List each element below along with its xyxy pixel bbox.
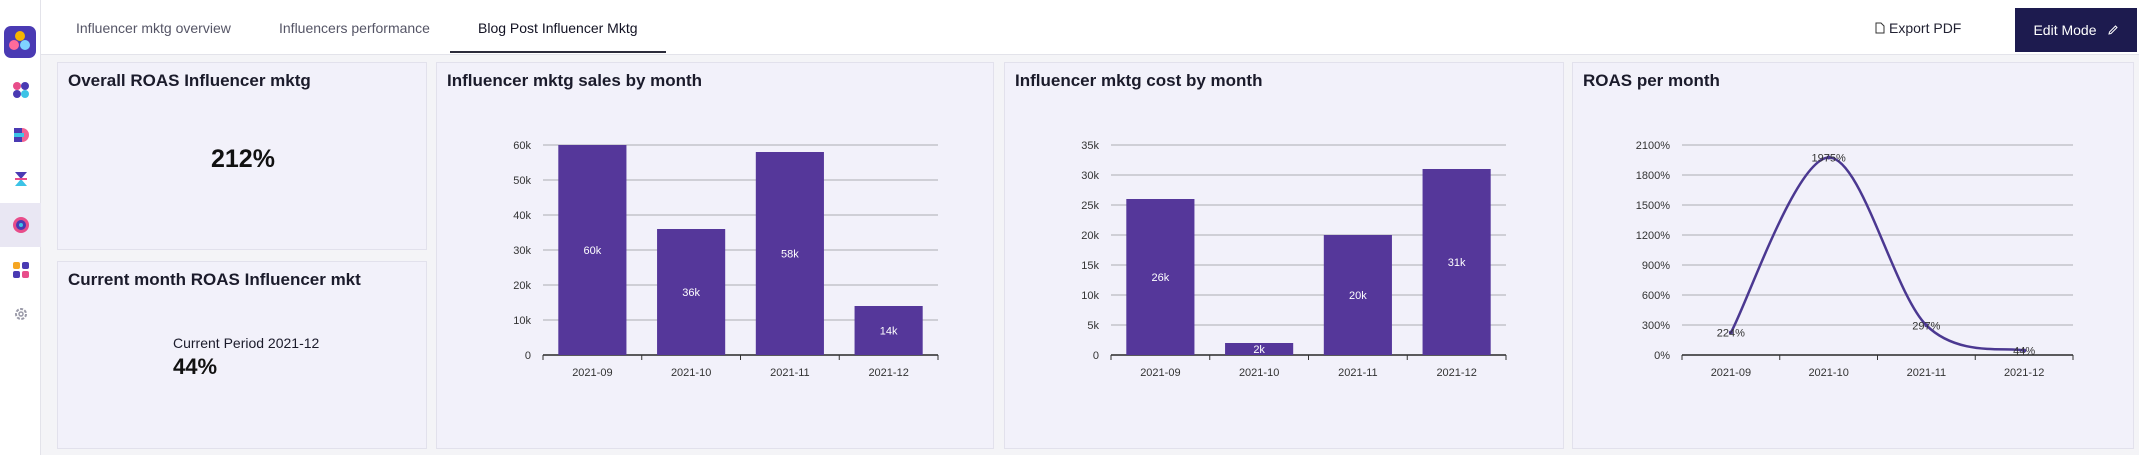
y-tick-label: 50k: [513, 175, 531, 187]
y-tick-label: 15k: [1081, 260, 1099, 272]
y-tick-label: 0: [1093, 350, 1099, 362]
y-tick-label: 5k: [1087, 320, 1099, 332]
export-pdf-label: Export PDF: [1889, 20, 1962, 36]
x-tick-label: 2021-12: [868, 367, 908, 379]
x-tick-label: 2021-12: [2004, 367, 2044, 379]
y-tick-label: 600%: [1642, 290, 1670, 302]
y-tick-label: 300%: [1642, 320, 1670, 332]
data-point: [1728, 330, 1733, 335]
bar-data-label: 20k: [1349, 290, 1367, 302]
cost-by-month-chart: 0 5k 10k 15k 20k 25k 30k 35k 2021-09 2021-10 2021-…: [1081, 140, 1507, 379]
bar-data-label: 31k: [1448, 257, 1466, 269]
x-tick-label: 2021-09: [1711, 367, 1751, 379]
y-tick-label: 0%: [1654, 350, 1670, 362]
target-icon[interactable]: [0, 203, 41, 247]
x-tick-label: 2021-10: [671, 367, 711, 379]
top-bar: Influencer mktg overview Influencers per…: [41, 0, 2139, 55]
tab-influencers-performance[interactable]: Influencers performance: [279, 20, 430, 36]
hourglass-icon[interactable]: [0, 157, 41, 201]
bar-data-label: 26k: [1152, 272, 1170, 284]
bar: [755, 152, 824, 355]
current-month-roas-value: 44%: [173, 354, 218, 379]
tab-blog-post-influencer-mktg[interactable]: Blog Post Influencer Mktg: [450, 0, 666, 53]
cost-by-month-card: Influencer mktg cost by month 0 5k 10k 15k 2…: [1004, 62, 1564, 449]
pdf-icon: [1875, 22, 1885, 34]
point-data-label: 1975%: [1811, 153, 1845, 165]
sales-by-month-chart: 0 10k 20k 30k 40k 50k 60k 2021-09 2021-10 2021-11…: [513, 140, 939, 379]
y-tick-label: 1800%: [1636, 170, 1670, 182]
current-month-roas-card: Current month ROAS Influencer mkt Curren…: [57, 261, 427, 449]
data-point: [2022, 348, 2027, 353]
bar: [1422, 169, 1491, 355]
edit-mode-label: Edit Mode: [2033, 22, 2097, 38]
x-tick-label: 2021-09: [572, 367, 612, 379]
export-pdf-button[interactable]: Export PDF: [1875, 20, 1961, 36]
x-tick-label: 2021-11: [1907, 367, 1947, 379]
edit-mode-button[interactable]: Edit Mode: [2015, 8, 2137, 52]
y-tick-label: 2100%: [1636, 140, 1670, 152]
y-tick-label: 40k: [513, 210, 531, 222]
point-data-label: 297%: [1912, 320, 1940, 332]
bar: [854, 306, 923, 355]
y-tick-label: 20k: [1081, 230, 1099, 242]
bar-data-label: 58k: [781, 249, 799, 261]
logo-icon[interactable]: [4, 26, 36, 58]
data-point: [1826, 155, 1831, 160]
y-tick-label: 30k: [513, 245, 531, 257]
y-tick-label: 10k: [1081, 290, 1099, 302]
settings-icon[interactable]: [0, 292, 41, 336]
apps-icon[interactable]: [0, 248, 41, 292]
roas-per-month-card: ROAS per month 0% 300% 600% 900% 1200% 1500% 1…: [1572, 62, 2134, 449]
current-period-label: Current Period 2021-12: [173, 335, 320, 351]
x-tick-label: 2021-10: [1808, 367, 1848, 379]
bar: [657, 229, 726, 355]
x-tick-label: 2021-11: [1338, 367, 1378, 379]
pencil-icon: [2107, 25, 2118, 35]
overall-roas-value: 212%: [211, 145, 275, 173]
bar: [1323, 235, 1392, 355]
chart-title: Influencer mktg cost by month: [1015, 71, 1263, 90]
y-tick-label: 10k: [513, 315, 531, 327]
x-tick-label: 2021-12: [1436, 367, 1476, 379]
x-tick-label: 2021-10: [1239, 367, 1279, 379]
bar-data-label: 60k: [584, 245, 602, 257]
chart-title: Influencer mktg sales by month: [447, 71, 703, 90]
y-tick-label: 30k: [1081, 170, 1099, 182]
bar-data-label: 2k: [1253, 344, 1265, 356]
tab-influencer-mktg-overview[interactable]: Influencer mktg overview: [76, 20, 231, 36]
chart-title: ROAS per month: [1583, 71, 1720, 90]
bar-data-label: 14k: [880, 326, 898, 338]
overall-roas-card: Overall ROAS Influencer mktg 212%: [57, 62, 427, 250]
bar-data-label: 36k: [682, 287, 700, 299]
y-tick-label: 1200%: [1636, 230, 1670, 242]
y-tick-label: 60k: [513, 140, 531, 152]
bar: [1126, 199, 1195, 355]
card-title: Overall ROAS Influencer mktg: [68, 71, 311, 90]
y-tick-label: 0: [525, 350, 531, 362]
y-tick-label: 20k: [513, 280, 531, 292]
point-data-label: 44%: [2013, 346, 2035, 358]
y-tick-label: 25k: [1081, 200, 1099, 212]
sidebar: [0, 0, 41, 455]
dashboard-icon[interactable]: [0, 68, 41, 112]
bar: [1225, 343, 1294, 355]
card-title: Current month ROAS Influencer mkt: [68, 270, 361, 289]
bar: [558, 145, 627, 355]
y-tick-label: 900%: [1642, 260, 1670, 272]
x-tick-label: 2021-11: [770, 367, 810, 379]
x-tick-label: 2021-09: [1140, 367, 1180, 379]
roas-per-month-chart: 0% 300% 600% 900% 1200% 1500% 1800% 2100% 2021-0…: [1636, 140, 2074, 379]
y-tick-label: 1500%: [1636, 200, 1670, 212]
series-line: [1729, 156, 2025, 352]
data-icon[interactable]: [0, 113, 41, 157]
sales-by-month-card: Influencer mktg sales by month 0 10k 20k 30…: [436, 62, 994, 449]
y-tick-label: 35k: [1081, 140, 1099, 152]
point-data-label: 224%: [1717, 328, 1745, 340]
data-point: [1924, 323, 1929, 328]
